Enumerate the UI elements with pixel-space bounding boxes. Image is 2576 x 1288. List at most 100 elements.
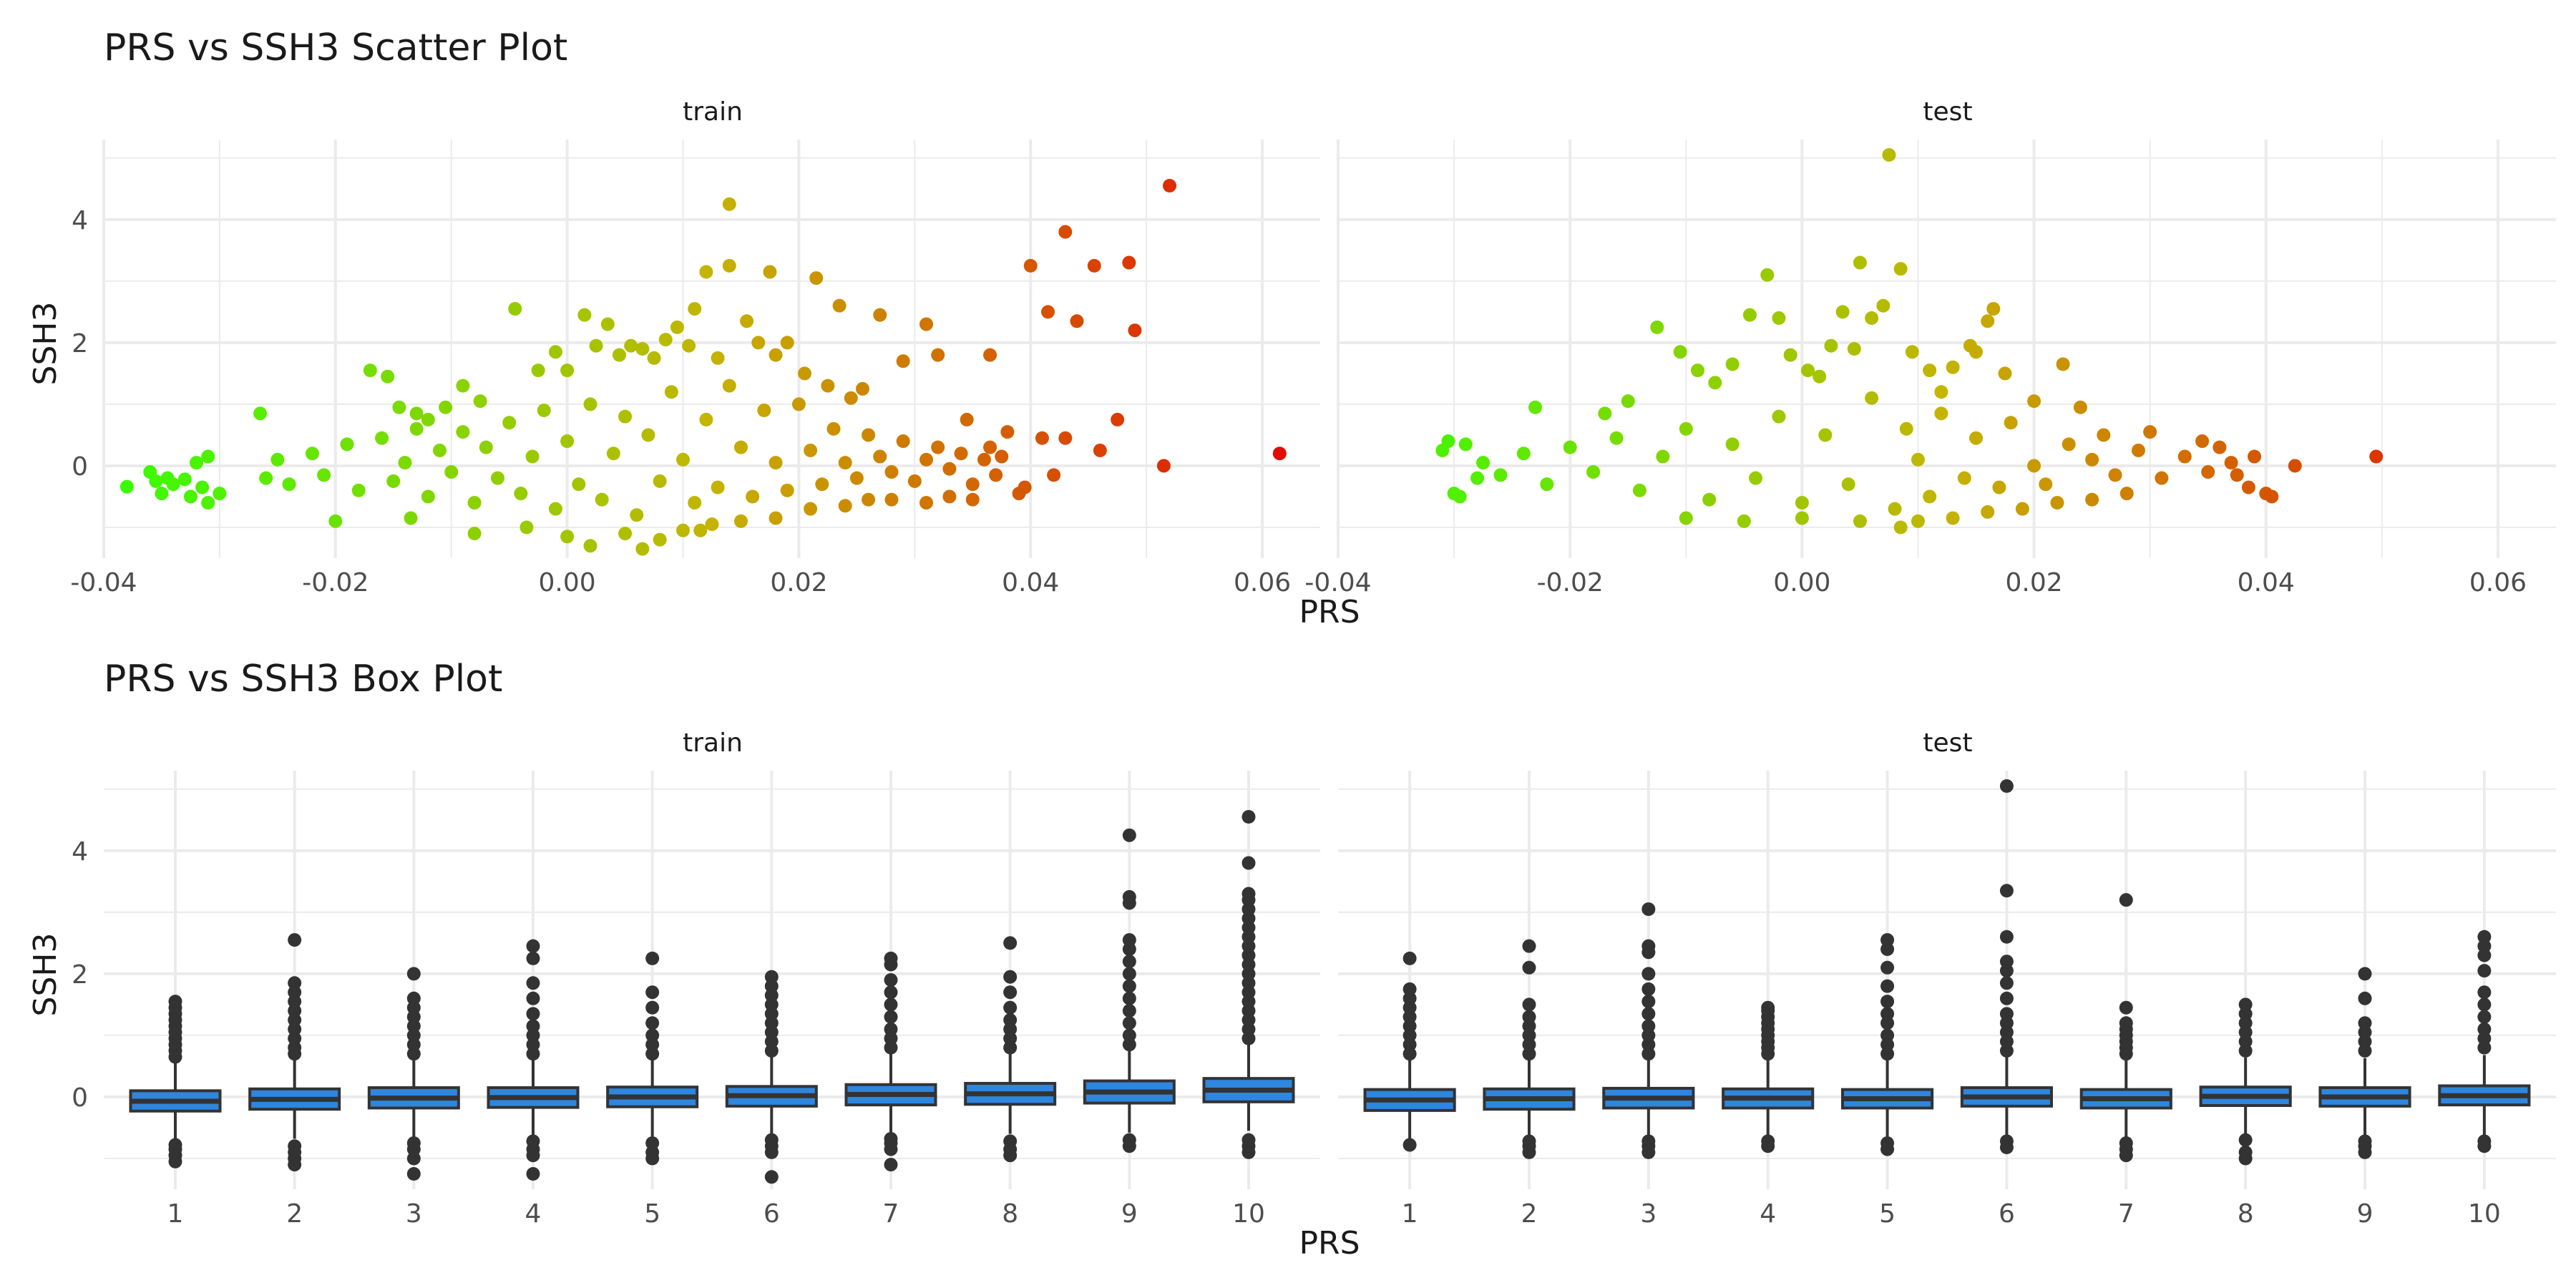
scatter-point	[815, 477, 829, 492]
scatter-point	[1934, 385, 1948, 399]
scatter-point	[560, 530, 575, 544]
x-tick-label: 5	[1879, 1199, 1896, 1229]
scatter-point	[409, 406, 424, 421]
scatter-point	[190, 456, 204, 470]
scatter-point	[919, 496, 934, 510]
box-outlier	[1880, 1007, 1895, 1021]
box-outlier	[2477, 1134, 2492, 1148]
x-tick-label: -0.04	[1304, 568, 1371, 597]
box-category-10	[2438, 930, 2531, 1153]
box-outlier	[884, 1010, 898, 1024]
scatter-point	[711, 480, 725, 494]
box-outlier	[884, 985, 898, 1000]
box-outlier	[884, 1131, 898, 1146]
box-outlier	[526, 991, 540, 1005]
scatter-point	[1632, 483, 1646, 497]
scatter-point	[722, 197, 736, 211]
scatter-point	[757, 404, 771, 418]
scatter-point	[769, 348, 783, 362]
y-tick-label: 0	[72, 1083, 88, 1113]
box-outlier	[1880, 1136, 1895, 1150]
scatter-point	[2288, 459, 2302, 473]
scatter-point	[467, 527, 482, 541]
scatter-point	[965, 492, 980, 507]
box-outlier	[526, 1134, 540, 1148]
scatter-point	[804, 502, 818, 516]
box-outlier	[2119, 1136, 2133, 1150]
scatter-point	[2085, 492, 2099, 507]
box-category-5	[606, 951, 699, 1166]
scatter-point	[1708, 376, 1722, 390]
box-outlier	[645, 985, 660, 1000]
box-category-7	[844, 951, 937, 1172]
box-category-10	[1202, 810, 1295, 1159]
box-outlier	[1241, 887, 1256, 901]
scatter-point	[838, 499, 852, 513]
box-category-3	[367, 967, 460, 1181]
scatter-point	[1783, 348, 1797, 362]
y-tick-label: 0	[72, 452, 88, 482]
scatter-point	[444, 465, 459, 479]
box-outlier	[1999, 930, 2014, 944]
scatter-point	[849, 471, 864, 485]
box-outlier	[1003, 1013, 1018, 1027]
scatter-point	[2265, 489, 2279, 504]
scatter-point	[2085, 452, 2099, 467]
y-tick-label: 4	[72, 837, 88, 867]
scatter-point	[693, 523, 708, 537]
box-outlier	[1641, 902, 1656, 917]
box-y-axis-title: SSH3	[27, 933, 64, 1017]
scatter-point	[305, 447, 319, 461]
box-outlier	[1999, 991, 2014, 1005]
box-outlier	[406, 1136, 421, 1150]
scatter-point	[433, 443, 447, 457]
box-category-7	[2079, 893, 2172, 1163]
box-outlier	[406, 991, 421, 1005]
x-tick-label: 2	[286, 1199, 303, 1229]
scatter-point	[676, 523, 691, 537]
scatter-point	[682, 338, 696, 353]
scatter-point	[502, 416, 517, 430]
scatter-point	[340, 437, 354, 452]
scatter-point	[548, 345, 562, 359]
scatter-point	[548, 502, 562, 516]
box-outlier	[1122, 979, 1136, 993]
box-plot-title: PRS vs SSH3 Box Plot	[104, 658, 502, 701]
box-outlier	[288, 1139, 302, 1153]
scatter-point	[983, 440, 997, 454]
scatter-point	[1742, 308, 1757, 322]
scatter-point	[896, 354, 910, 369]
x-tick-label: 1	[1402, 1199, 1418, 1229]
scatter-point	[1772, 311, 1786, 325]
scatter-point	[119, 479, 134, 494]
box-outlier	[1522, 1010, 1536, 1024]
scatter-point	[328, 514, 343, 528]
scatter-point	[1725, 357, 1740, 371]
scatter-point	[1795, 511, 1809, 525]
box-outlier	[1241, 810, 1256, 824]
scatter-point	[2108, 468, 2122, 482]
scatter-point	[467, 496, 482, 510]
scatter-point	[1453, 489, 1467, 504]
box-outlier	[2477, 985, 2492, 1000]
y-tick-label: 2	[72, 960, 88, 990]
scatter-point	[1540, 477, 1554, 492]
box-outlier	[2119, 1000, 2133, 1015]
scatter-point	[201, 496, 215, 510]
box-outlier	[2477, 964, 2492, 978]
scatter-point	[635, 542, 650, 556]
box-outlier	[764, 970, 779, 984]
box-outlier	[1641, 967, 1656, 981]
box-outlier	[645, 1016, 660, 1030]
scatter-point	[213, 487, 227, 501]
scatter-point	[942, 489, 957, 504]
box-outlier	[406, 1166, 421, 1181]
x-tick-label: 6	[1999, 1199, 2015, 1229]
scatter-point	[1679, 421, 1693, 436]
scatter-point	[149, 474, 163, 488]
scatter-point	[421, 489, 435, 504]
box-outlier	[168, 995, 182, 1009]
scatter-point	[1493, 468, 1508, 482]
box-outlier	[1122, 889, 1136, 904]
x-tick-label: 7	[883, 1199, 899, 1229]
